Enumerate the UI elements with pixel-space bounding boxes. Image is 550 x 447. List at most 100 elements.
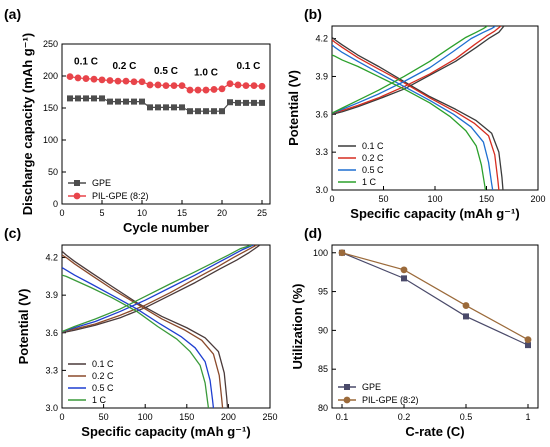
- discharge-curve: [62, 250, 229, 408]
- x-tick-label: 25: [257, 208, 267, 218]
- x-tick-label: 100: [138, 412, 153, 422]
- legend-label: 0.2 C: [362, 153, 384, 163]
- x-axis-title: Specific capacity (mAh g⁻¹): [81, 424, 250, 439]
- data-point: [259, 99, 265, 106]
- data-point: [251, 99, 257, 106]
- x-tick-label: 15: [177, 208, 187, 218]
- charge-curve: [332, 26, 488, 114]
- discharge-curve: [332, 54, 487, 190]
- y-tick-label: 100: [313, 248, 328, 258]
- charge-curve: [332, 26, 502, 114]
- discharge-curve: [332, 36, 504, 190]
- charge-curve: [62, 245, 261, 334]
- y-tick-label: 0: [53, 199, 58, 209]
- panel-b: (b) 0 50 100 150 200 3.0 3.3 3.6 3.9 4.2 Specific c…: [286, 6, 546, 221]
- discharge-curve: [62, 254, 224, 408]
- y-tick-label: 3.3: [45, 365, 58, 375]
- data-point: [524, 336, 532, 344]
- legend-marker: [344, 384, 350, 390]
- data-point: [67, 95, 73, 102]
- x-axis-title: Specific capacity (mAh g⁻¹): [350, 206, 519, 221]
- x-tick-label: 150: [479, 194, 494, 204]
- y-tick-label: 4.2: [315, 34, 328, 44]
- data-point: [122, 77, 130, 85]
- x-axis-title: C-rate (C): [405, 424, 464, 439]
- data-point: [202, 86, 210, 94]
- data-point: [170, 82, 178, 89]
- y-tick-label: 80: [318, 403, 328, 413]
- y-tick-label: 3.9: [45, 290, 58, 300]
- panel-label: (c): [4, 225, 21, 241]
- data-point: [525, 342, 531, 349]
- panel-label: (d): [304, 225, 322, 241]
- data-point: [107, 98, 113, 105]
- x-tick-label: 10: [137, 208, 147, 218]
- y-tick-label: 150: [43, 103, 58, 113]
- x-tick-label: 0.2: [398, 412, 411, 422]
- data-point: [162, 82, 170, 89]
- data-point: [106, 77, 114, 84]
- legend-label: 1 C: [362, 177, 377, 187]
- rate-annotation: 0.5 C: [154, 66, 178, 77]
- plot-frame: [61, 244, 271, 409]
- legend-marker: [73, 192, 81, 200]
- data-point: [400, 266, 408, 274]
- charge-curve: [332, 26, 505, 115]
- legend-label: 0.5 C: [362, 165, 384, 175]
- y-axis-title: Discharge capacity (mAh g⁻¹): [20, 33, 35, 215]
- y-tick-label: 4.2: [45, 253, 58, 263]
- plot-frame: [61, 43, 271, 205]
- data-point: [90, 75, 98, 83]
- data-point: [115, 98, 121, 105]
- y-tick-label: 3.6: [315, 109, 328, 119]
- series-line-pil-gpe: [341, 252, 529, 341]
- data-point: [463, 313, 469, 320]
- y-axis-title: Utilization (%): [290, 284, 305, 370]
- charge-curve: [62, 245, 252, 333]
- data-point: [242, 82, 250, 89]
- data-point: [203, 108, 209, 115]
- legend-label: 0.2 C: [92, 371, 114, 381]
- data-point: [139, 98, 145, 105]
- x-tick-label: 250: [262, 412, 277, 422]
- legend-label: 0.5 C: [92, 383, 114, 393]
- x-tick-label: 20: [217, 208, 227, 218]
- rate-annotation: 1.0 C: [194, 67, 218, 78]
- data-point: [235, 99, 241, 106]
- x-tick-label: 0: [59, 412, 64, 422]
- legend-label: GPE: [362, 382, 381, 392]
- data-point: [179, 104, 185, 111]
- discharge-curve: [332, 39, 500, 190]
- data-point: [226, 80, 234, 88]
- data-point: [83, 95, 89, 102]
- x-tick-label: 0.5: [460, 412, 473, 422]
- x-tick-label: 1: [525, 412, 530, 422]
- x-tick-label: 100: [427, 194, 442, 204]
- data-point: [178, 82, 186, 89]
- legend-marker: [74, 180, 80, 186]
- x-tick-label: 0: [59, 208, 64, 218]
- plot-frame: [331, 244, 539, 409]
- legend-label: PIL-GPE (8:2): [92, 191, 149, 201]
- data-point: [114, 77, 122, 85]
- data-point: [338, 249, 346, 257]
- data-point: [234, 81, 242, 89]
- x-tick-label: 200: [530, 194, 545, 204]
- data-point: [243, 99, 249, 106]
- data-point: [462, 302, 470, 309]
- y-tick-label: 200: [43, 71, 58, 81]
- data-point: [123, 98, 129, 105]
- data-point: [82, 75, 90, 82]
- discharge-curve: [332, 44, 494, 190]
- panel-label: (a): [4, 6, 21, 22]
- discharge-curve: [62, 267, 215, 408]
- x-tick-label: 50: [378, 194, 388, 204]
- charge-curve: [332, 26, 497, 114]
- y-tick-label: 3.3: [315, 147, 328, 157]
- data-point: [218, 85, 226, 93]
- x-axis-title: Cycle number: [123, 220, 209, 235]
- data-point: [258, 82, 266, 90]
- legend-label: 0.1 C: [362, 141, 384, 151]
- x-tick-label: 200: [221, 412, 236, 422]
